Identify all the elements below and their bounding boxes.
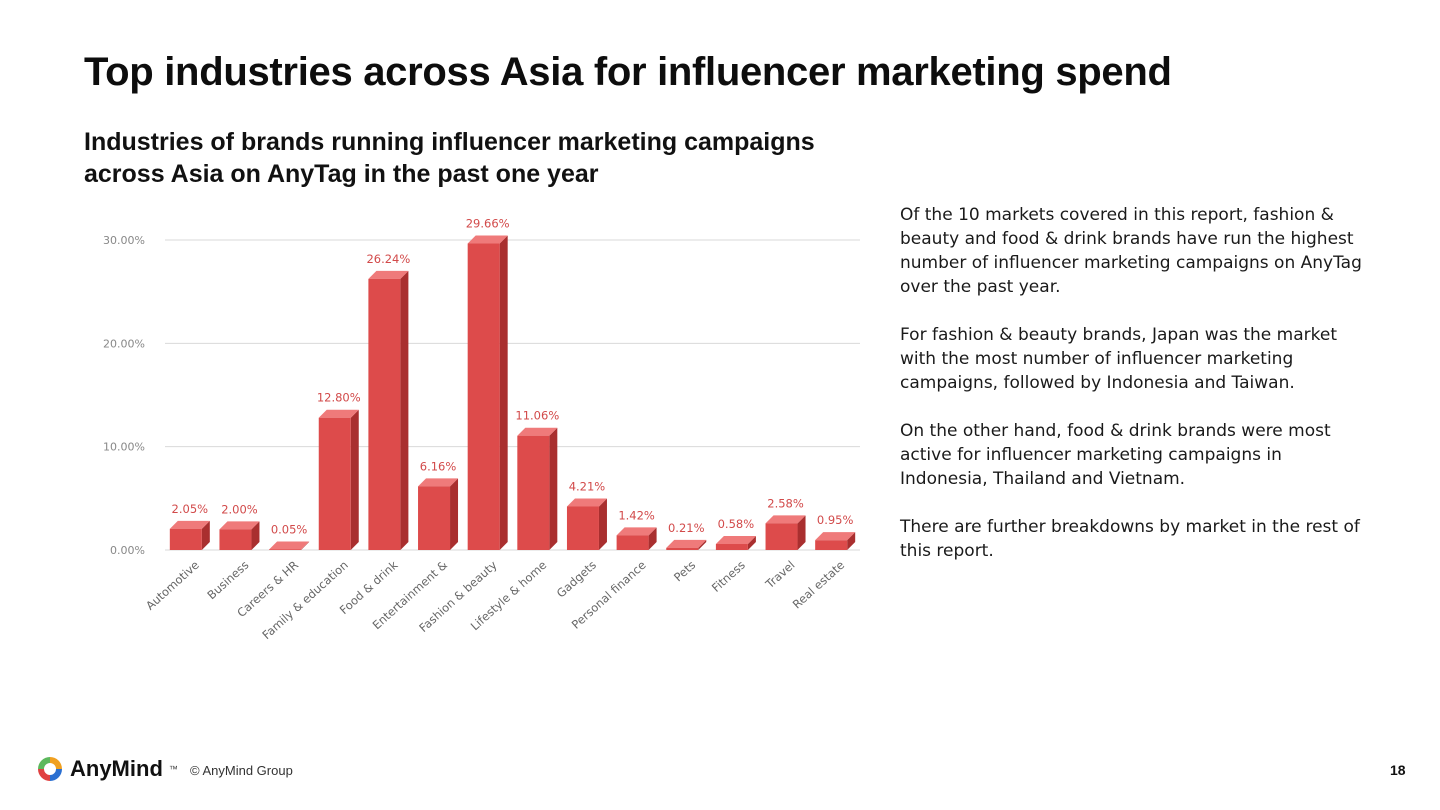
data-label: 2.58% — [767, 496, 804, 510]
data-label: 0.58% — [718, 517, 755, 531]
bar — [169, 520, 210, 550]
bars — [169, 235, 856, 550]
y-axis-ticks: 0.00% 10.00% 20.00% 30.00% — [103, 234, 145, 557]
bar — [715, 536, 756, 550]
data-label: 0.21% — [668, 521, 705, 535]
bar — [616, 527, 657, 550]
category-label: Family & education — [259, 558, 350, 642]
data-labels: 2.05% 2.00% 0.05% 12.80% 26.24% 6.16% 29.66% 11… — [172, 217, 854, 537]
gridlines — [165, 239, 860, 551]
commentary-paragraph: There are further breakdowns by market i… — [900, 517, 1360, 561]
data-label: 29.66% — [466, 217, 510, 231]
data-label: 0.05% — [271, 522, 308, 536]
y-tick-label: 10.00% — [103, 441, 145, 454]
y-tick-label: 0.00% — [110, 544, 145, 557]
bar — [467, 235, 508, 550]
bar — [368, 270, 409, 550]
bar — [666, 539, 707, 550]
category-label: Travel — [762, 558, 798, 592]
page-title: Top industries across Asia for influence… — [84, 50, 1172, 94]
data-label: 4.21% — [569, 479, 606, 493]
trademark-symbol: ™ — [168, 764, 178, 774]
data-label: 6.16% — [420, 459, 457, 473]
anymind-mark-icon — [38, 757, 62, 781]
chart-subtitle: Industries of brands running influencer … — [84, 128, 815, 188]
bar — [815, 532, 856, 550]
bar — [269, 541, 310, 550]
bar-chart: 0.00% 10.00% 20.00% 30.00% 2.05% 2.00% 0.05% 1… — [103, 217, 860, 642]
y-tick-label: 20.00% — [103, 337, 145, 350]
data-label: 12.80% — [317, 391, 361, 405]
data-label: 2.05% — [172, 502, 209, 516]
bar — [765, 515, 806, 550]
anymind-logo: AnyMind ™ — [36, 755, 178, 783]
data-label: 26.24% — [366, 252, 410, 266]
category-label: Fitness — [709, 558, 748, 595]
copyright-text: © AnyMind Group — [190, 763, 293, 778]
bar — [318, 409, 359, 550]
category-label: Gadgets — [554, 558, 599, 601]
commentary-paragraph: For fashion & beauty brands, Japan was t… — [900, 325, 1337, 393]
data-label: 11.06% — [515, 409, 559, 423]
data-label: 1.42% — [618, 508, 655, 522]
commentary-paragraph: Of the 10 markets covered in this report… — [900, 205, 1362, 297]
data-label: 2.00% — [221, 502, 258, 516]
bar — [219, 521, 260, 550]
brand-name: AnyMind — [70, 756, 163, 781]
bar — [566, 498, 607, 550]
commentary-paragraph: On the other hand, food & drink brands w… — [900, 421, 1331, 489]
bar — [418, 478, 459, 550]
bar — [517, 427, 558, 550]
category-label: Automotive — [143, 558, 202, 613]
category-label: Real estate — [790, 558, 847, 612]
category-label: Pets — [671, 558, 698, 585]
data-label: 0.95% — [817, 513, 854, 527]
commentary: Of the 10 markets covered in this report… — [900, 203, 1370, 587]
page-number: 18 — [1390, 762, 1406, 778]
y-tick-label: 30.00% — [103, 234, 145, 247]
category-label: Business — [204, 558, 251, 602]
